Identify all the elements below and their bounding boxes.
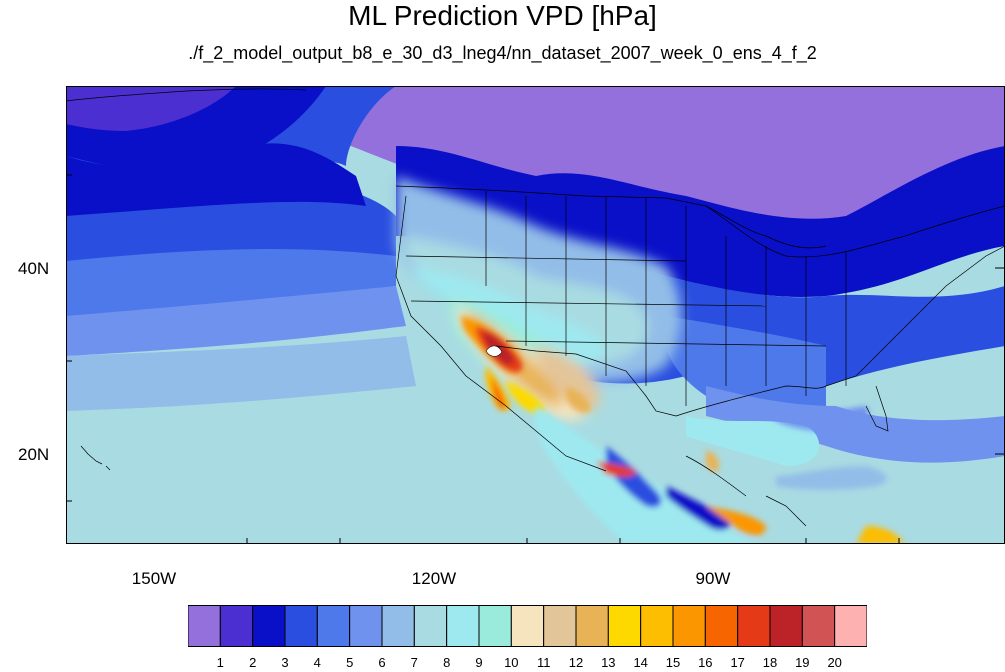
colorbar-label-8: 8 — [443, 655, 451, 670]
colorbar-box-14 — [640, 605, 674, 647]
colorbar-label-9: 9 — [475, 655, 483, 670]
colorbar-label-7: 7 — [410, 655, 418, 670]
colorbar-box-11 — [543, 605, 577, 647]
colorbar-box-2 — [252, 605, 286, 647]
colorbar-box-6 — [381, 605, 415, 647]
colorbar-label-11: 11 — [536, 655, 551, 670]
colorbar-box-8 — [446, 605, 480, 647]
borders — [66, 88, 1005, 527]
colorbar-label-17: 17 — [730, 655, 745, 670]
colorbar-box-13 — [607, 605, 642, 647]
colorbar-box-4 — [316, 605, 351, 647]
colorbar-box-12 — [575, 605, 609, 647]
colorbar-box-16 — [704, 605, 739, 647]
colorbar-label-4: 4 — [313, 655, 321, 670]
colorbar-label-18: 18 — [762, 655, 778, 670]
colorbar-label-20: 20 — [827, 655, 842, 670]
lat-label-20n: 20N — [18, 445, 50, 464]
colorbar-label-5: 5 — [346, 655, 354, 670]
map-subtitle: ./f_2_model_output_b8_e_30_d3_lneg4/nn_d… — [188, 43, 817, 63]
colorbar-label-13: 13 — [601, 655, 616, 670]
map-title: ML Prediction VPD [hPa] — [348, 0, 657, 31]
colorbar-box-20 — [834, 605, 867, 647]
colorbar-box-0 — [188, 605, 221, 647]
colorbar-label-6: 6 — [378, 655, 386, 670]
colorbar — [188, 605, 867, 647]
colorbar-box-19 — [801, 605, 836, 647]
lon-label-120w: 120W — [411, 569, 457, 588]
colorbar-label-19: 19 — [795, 655, 810, 670]
colorbar-label-14: 14 — [633, 655, 648, 670]
colorbar-label-16: 16 — [698, 655, 713, 670]
vpd-map — [66, 86, 1005, 544]
colorbar-box-1 — [219, 605, 254, 647]
map-ticks — [66, 174, 1005, 544]
colorbar-label-3: 3 — [281, 655, 289, 670]
colorbar-box-17 — [737, 605, 771, 647]
colorbar-box-5 — [349, 605, 383, 647]
colorbar-box-7 — [413, 605, 448, 647]
colorbar-box-10 — [510, 605, 545, 647]
colorbar-label-10: 10 — [504, 655, 519, 670]
colorbar-label-12: 12 — [568, 655, 584, 670]
lon-label-90w: 90W — [695, 569, 731, 588]
colorbar-box-15 — [672, 605, 706, 647]
colorbar-box-9 — [478, 605, 512, 647]
colorbar-label-1: 1 — [216, 655, 224, 670]
colorbar-label-15: 15 — [665, 655, 681, 670]
colorbar-box-3 — [284, 605, 318, 647]
colorbar-label-2: 2 — [249, 655, 257, 670]
colorbar-box-18 — [769, 605, 803, 647]
lon-label-150w: 150W — [131, 569, 177, 588]
vpd-field — [66, 86, 1005, 544]
lat-label-40n: 40N — [18, 259, 50, 278]
